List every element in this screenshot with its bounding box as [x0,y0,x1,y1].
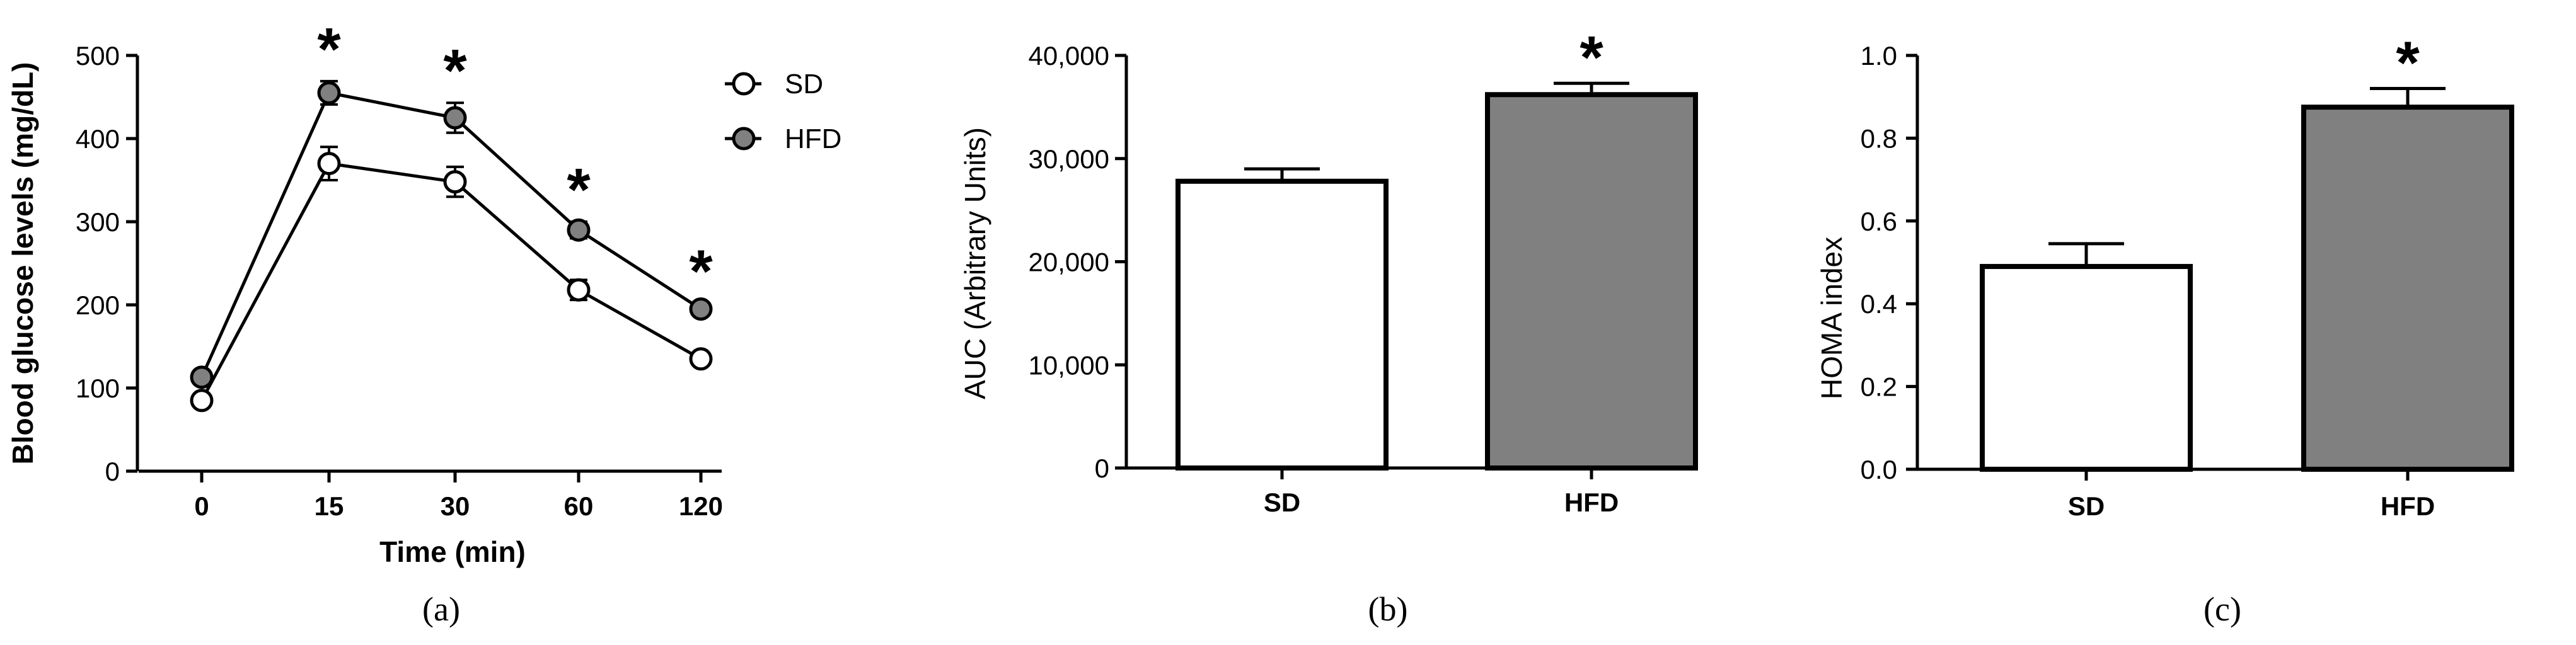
panel-a-significance-star: * [443,37,467,105]
panel-c-significance-star: * [2396,30,2420,97]
panel-a-x-tick-label: 15 [315,491,344,521]
series-sd-line [200,161,702,401]
series-hfd-line [200,91,702,378]
panel-c-label: (c) [2203,590,2241,628]
series-hfd-point [443,106,467,130]
panel-b-x-tick-label: SD [1264,488,1300,517]
panel-c-y-tick-label: 0.2 [1861,372,1897,402]
panel-a-y-tick-label: 400 [76,124,120,154]
series-hfd-point [689,297,713,321]
panel-b-bar-chart: 0 10,000 20,000 30,000 40,000 SD HFD * AUC (A… [959,24,1698,628]
panel-a-significance-star: * [567,156,591,224]
panel-c-y-tick-label: 0.4 [1861,289,1897,319]
panel-b-y-tick-label: 20,000 [1029,248,1109,277]
series-hfd-point [567,218,591,242]
panel-c-bar-hfd [2301,105,2514,472]
legend-sd-marker [732,72,756,96]
panel-c-bar-chart: 0.0 0.2 0.4 0.6 0.8 1.0 SD HFD * HOMA index (c… [1815,30,2514,628]
panel-a-y-tick-label: 100 [76,374,120,403]
panel-b-label: (b) [1368,590,1408,628]
panel-c-y-tick-label: 0.6 [1861,207,1897,236]
legend-hfd-marker [732,127,756,151]
series-sd-point [443,170,467,194]
panel-b-y-tick-label: 10,000 [1029,350,1109,380]
legend-hfd-label: HFD [785,123,841,154]
panel-a-x-tick-label: 120 [679,491,723,521]
panel-a-x-tick-label: 0 [194,491,209,521]
series-sd-point [190,389,214,413]
series-hfd-point [317,81,341,105]
panel-c-x-tick-label: SD [2068,491,2105,521]
panel-a-significance-star: * [317,16,341,83]
panel-c-y-tick-label: 1.0 [1861,41,1897,71]
panel-b-bar-sd [1175,178,1389,471]
panel-c-bar-sd [1980,264,2193,472]
panel-a-y-tick-label: 200 [76,290,120,320]
panel-b-significance-star: * [1580,24,1603,91]
panel-b-y-tick-label: 40,000 [1029,41,1109,71]
panel-c-y-axis-label: HOMA index [1815,237,1848,399]
legend-sd-label: SD [785,69,823,100]
panel-a-significance-star: * [689,237,713,305]
panel-a-line-chart: 0 100 200 300 400 500 0 15 30 60 120 Blood glucos… [6,16,841,628]
series-hfd-point [190,365,214,389]
panel-a-y-tick-label: 300 [76,207,120,237]
panel-b-x-tick-label: HFD [1564,488,1619,517]
panel-a-label: (a) [422,590,460,628]
series-sd-point [317,152,341,176]
panel-a-y-tick-label: 0 [105,457,120,486]
panel-a-x-tick-label: 30 [441,491,470,521]
series-sd-point [689,347,713,371]
panel-b-bar-hfd [1485,92,1698,471]
panel-a-x-axis-label: Time (min) [379,535,526,568]
panel-a-y-tick-label: 500 [76,41,120,71]
panel-c-x-tick-label: HFD [2381,491,2435,521]
panel-c-y-tick-label: 0.0 [1861,455,1897,484]
panel-b-y-axis-label: AUC (Arbitrary Units) [959,127,991,399]
panel-b-y-tick-label: 30,000 [1029,144,1109,174]
panel-c-y-tick-label: 0.8 [1861,123,1897,153]
panel-a-y-axis-label: Blood glucose levels (mg/dL) [6,62,39,465]
series-sd-point [567,278,591,302]
panel-b-y-tick-label: 0 [1095,454,1109,483]
panel-a-x-tick-label: 60 [564,491,594,521]
